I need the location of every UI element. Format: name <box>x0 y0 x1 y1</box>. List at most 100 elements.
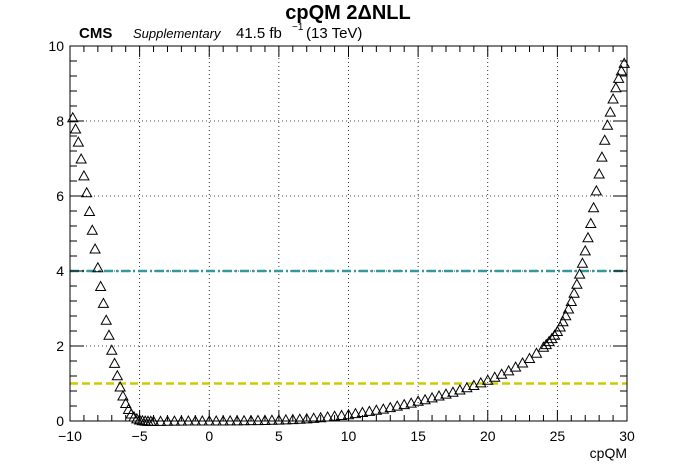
data-point <box>342 408 355 420</box>
data-point <box>147 415 160 426</box>
data-point <box>548 329 561 340</box>
data-point <box>69 122 82 134</box>
luminosity-exponent: −1 <box>292 22 304 33</box>
x-tick-labels: −10 −5 0 5 10 15 20 25 30 <box>58 428 635 444</box>
data-point <box>554 320 567 332</box>
x-tick-label: 10 <box>341 428 357 444</box>
data-point <box>607 92 619 104</box>
data-point <box>217 414 230 426</box>
data-point <box>587 201 600 213</box>
data-point <box>259 414 271 425</box>
y-tick-label: 6 <box>56 188 64 204</box>
data-point <box>579 244 592 256</box>
data-point <box>238 414 250 426</box>
data-point <box>618 57 631 68</box>
data-point <box>537 341 550 352</box>
data-point <box>80 186 93 198</box>
data-point <box>111 369 124 381</box>
data-point <box>286 413 299 425</box>
data-point <box>128 410 140 422</box>
data-point <box>610 81 622 93</box>
data-point <box>543 335 555 347</box>
y-tick-label: 8 <box>56 113 64 129</box>
data-point <box>245 414 257 426</box>
data-point <box>105 344 118 355</box>
cms-label: CMS <box>79 25 112 42</box>
data-point <box>590 184 603 196</box>
data-point <box>94 280 107 291</box>
data-point <box>100 314 113 325</box>
data-point <box>314 411 327 423</box>
data-point <box>440 388 452 399</box>
grid <box>70 46 627 421</box>
x-tick-label: 15 <box>410 428 426 444</box>
data-point <box>86 224 99 235</box>
data-point <box>266 414 278 425</box>
data-point <box>349 407 362 419</box>
data-point <box>108 357 121 368</box>
data-point <box>224 414 236 426</box>
data-point <box>604 106 617 117</box>
data-point <box>461 381 473 393</box>
x-tick-label: 30 <box>619 428 635 444</box>
x-tick-label: 5 <box>275 428 283 444</box>
data-point <box>196 415 209 426</box>
reference-lines <box>70 269 627 385</box>
data-point <box>133 413 146 425</box>
data-point <box>161 415 174 426</box>
data-point <box>584 217 597 228</box>
data-point <box>426 391 438 403</box>
data-point <box>356 406 369 417</box>
data-point <box>72 136 85 147</box>
data-point <box>568 287 580 298</box>
data-point <box>130 412 143 424</box>
data-point <box>92 261 104 273</box>
data-point <box>300 412 313 424</box>
data-point <box>210 414 223 426</box>
data-point <box>122 403 135 414</box>
data-point <box>175 415 188 426</box>
data-point <box>562 302 575 314</box>
data-point <box>103 329 115 340</box>
data-point <box>114 380 126 392</box>
x-tick-label: 25 <box>550 428 566 444</box>
data-point <box>545 332 558 344</box>
energy-label: (13 TeV) <box>306 25 362 42</box>
data-point <box>433 389 445 401</box>
data-point <box>582 231 594 243</box>
data-point <box>598 134 611 145</box>
data-point <box>377 403 390 414</box>
data-point <box>89 242 101 254</box>
data-point <box>231 414 243 426</box>
data-point <box>488 371 501 382</box>
data-point <box>612 72 625 83</box>
data-point <box>398 398 411 410</box>
data-point <box>307 412 320 423</box>
data-point <box>565 295 578 306</box>
data-point <box>405 397 418 408</box>
data-point <box>502 364 515 376</box>
data-point <box>573 268 586 279</box>
data-point <box>557 315 569 327</box>
data-point <box>447 386 459 397</box>
data-point <box>293 413 306 424</box>
data-point <box>601 119 614 130</box>
supplementary-label: Supplementary <box>133 26 222 41</box>
data-point <box>559 309 572 321</box>
chart-title: cpQM 2ΔNLL <box>285 2 411 24</box>
y-tick-label: 10 <box>48 38 64 54</box>
data-point <box>189 415 202 426</box>
data-points <box>66 57 631 426</box>
x-tick-label: −5 <box>132 428 148 444</box>
data-point <box>530 347 543 358</box>
data-point <box>540 338 553 350</box>
x-tick-label: 20 <box>480 428 496 444</box>
data-point <box>328 410 341 421</box>
data-point <box>419 393 431 405</box>
data-point <box>596 151 608 162</box>
y-tick-label: 2 <box>56 338 64 354</box>
data-point <box>363 405 376 416</box>
data-point <box>119 397 132 408</box>
data-point <box>83 205 96 216</box>
data-point <box>279 413 292 425</box>
